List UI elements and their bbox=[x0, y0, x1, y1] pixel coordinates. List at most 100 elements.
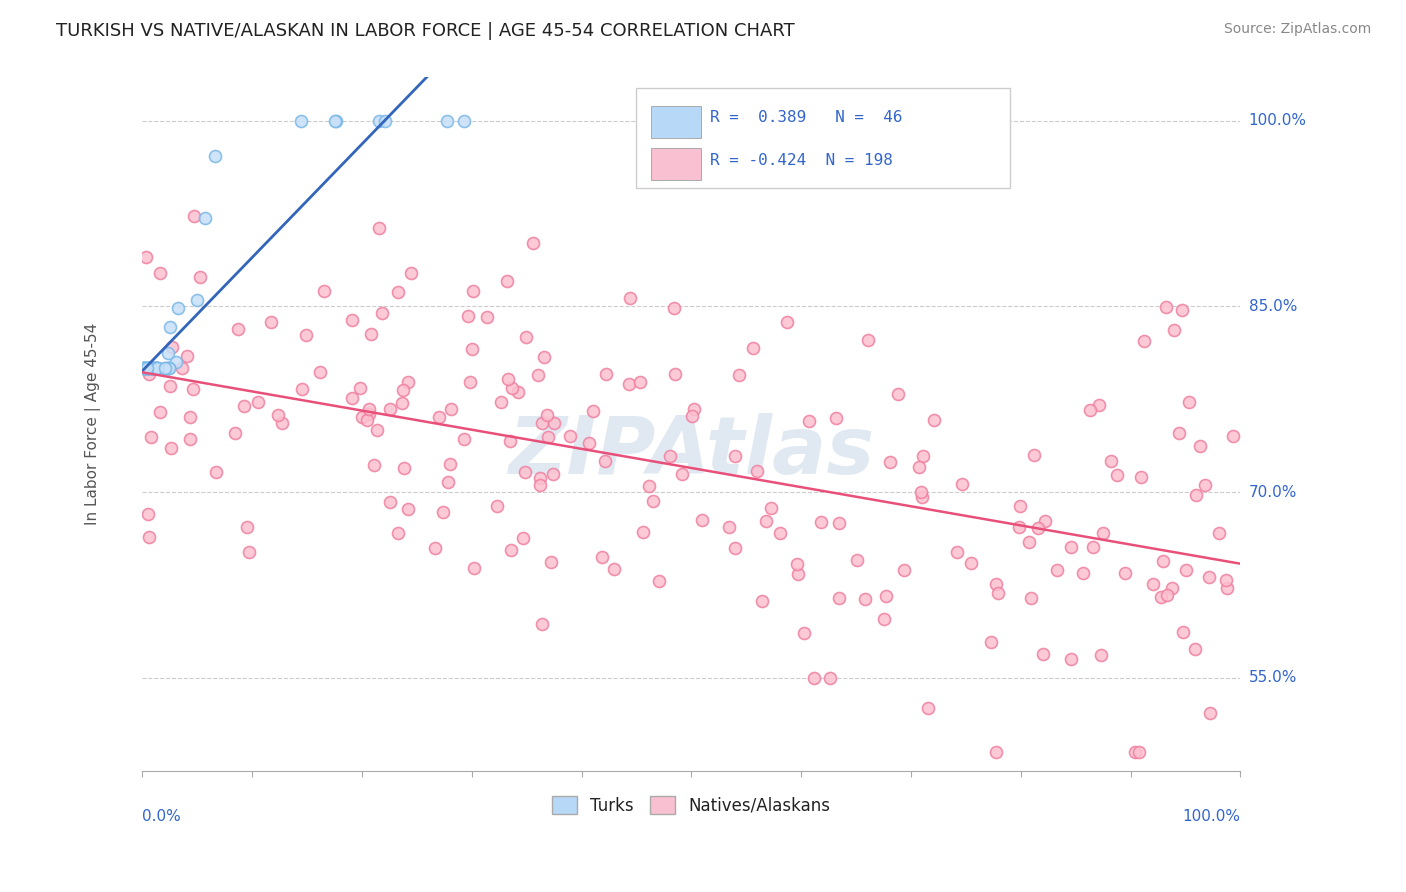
Point bbox=[1123, 745, 1146, 759]
Point bbox=[515, 330, 537, 344]
Legend: Turks, Natives/Alaskans: Turks, Natives/Alaskans bbox=[546, 789, 838, 822]
Point bbox=[172, 361, 194, 376]
Point bbox=[224, 426, 246, 441]
Point bbox=[146, 361, 169, 376]
Text: Source: ZipAtlas.com: Source: ZipAtlas.com bbox=[1223, 22, 1371, 37]
Point bbox=[141, 361, 163, 376]
Point bbox=[1008, 520, 1031, 534]
Point bbox=[984, 745, 1007, 759]
Point bbox=[543, 416, 565, 430]
Point bbox=[578, 435, 600, 450]
Point bbox=[368, 220, 391, 235]
Point bbox=[453, 113, 475, 128]
Point bbox=[146, 361, 169, 376]
Point bbox=[582, 404, 605, 418]
Point bbox=[641, 494, 664, 508]
Point bbox=[1078, 403, 1101, 417]
Point bbox=[664, 367, 686, 381]
Point bbox=[872, 612, 894, 626]
Point bbox=[156, 346, 179, 360]
Point bbox=[922, 413, 945, 427]
Point bbox=[132, 361, 155, 376]
Point bbox=[401, 266, 423, 280]
Point bbox=[138, 361, 160, 376]
Point bbox=[751, 594, 773, 608]
Point bbox=[427, 410, 450, 425]
Point bbox=[153, 361, 176, 376]
Point bbox=[145, 361, 167, 376]
Point bbox=[803, 671, 825, 685]
FancyBboxPatch shape bbox=[651, 106, 702, 138]
Point bbox=[371, 306, 394, 320]
Point bbox=[1188, 439, 1211, 453]
Point bbox=[247, 395, 270, 409]
Point bbox=[135, 361, 157, 376]
Point bbox=[260, 315, 283, 329]
Point bbox=[1099, 454, 1122, 468]
Point bbox=[501, 381, 523, 395]
Point bbox=[157, 361, 180, 376]
Point bbox=[638, 478, 661, 492]
Point bbox=[139, 430, 162, 444]
Point bbox=[527, 368, 550, 383]
Point bbox=[340, 312, 363, 326]
Point bbox=[149, 405, 172, 419]
Point bbox=[477, 310, 499, 324]
Point bbox=[769, 526, 792, 541]
Point bbox=[1114, 566, 1136, 580]
Point bbox=[893, 563, 915, 577]
Point bbox=[138, 530, 160, 544]
Text: 55.0%: 55.0% bbox=[1249, 671, 1296, 685]
Point bbox=[960, 556, 983, 570]
Point bbox=[291, 382, 314, 396]
Point bbox=[135, 361, 157, 376]
Point bbox=[312, 284, 335, 298]
Point bbox=[176, 349, 198, 363]
Point bbox=[853, 591, 876, 606]
Point bbox=[1184, 641, 1206, 656]
Point bbox=[135, 250, 157, 264]
Point bbox=[457, 309, 479, 323]
Point bbox=[356, 413, 378, 427]
Point bbox=[146, 361, 169, 376]
Point bbox=[153, 361, 176, 376]
Point bbox=[506, 384, 529, 399]
Text: In Labor Force | Age 45-54: In Labor Force | Age 45-54 bbox=[84, 323, 101, 525]
Point bbox=[159, 320, 181, 334]
Point bbox=[1174, 563, 1197, 577]
Point bbox=[309, 365, 332, 379]
Point bbox=[1173, 625, 1195, 640]
Point bbox=[987, 586, 1010, 600]
Point bbox=[603, 562, 626, 576]
Point bbox=[461, 284, 484, 298]
Point bbox=[690, 513, 713, 527]
Point bbox=[1156, 588, 1178, 602]
Point bbox=[179, 410, 201, 425]
Point bbox=[681, 409, 703, 424]
Point bbox=[342, 392, 364, 406]
Point bbox=[188, 270, 211, 285]
Point bbox=[515, 466, 537, 480]
Text: 100.0%: 100.0% bbox=[1249, 113, 1306, 128]
Point bbox=[560, 429, 582, 443]
Point bbox=[440, 402, 463, 417]
Point bbox=[453, 432, 475, 446]
Point bbox=[181, 382, 204, 396]
Point bbox=[396, 502, 419, 516]
Point bbox=[776, 315, 799, 329]
Point bbox=[533, 350, 555, 364]
Point bbox=[787, 566, 810, 581]
Point bbox=[374, 113, 396, 128]
Point bbox=[595, 367, 617, 381]
Point bbox=[1090, 648, 1112, 663]
FancyBboxPatch shape bbox=[651, 148, 702, 180]
Point bbox=[135, 361, 157, 376]
Point bbox=[145, 361, 167, 376]
Point bbox=[139, 361, 162, 376]
Point bbox=[145, 361, 167, 376]
Point bbox=[591, 549, 613, 564]
Point bbox=[1008, 500, 1031, 514]
Point bbox=[628, 375, 651, 389]
Point bbox=[149, 266, 172, 280]
Point bbox=[496, 274, 519, 288]
